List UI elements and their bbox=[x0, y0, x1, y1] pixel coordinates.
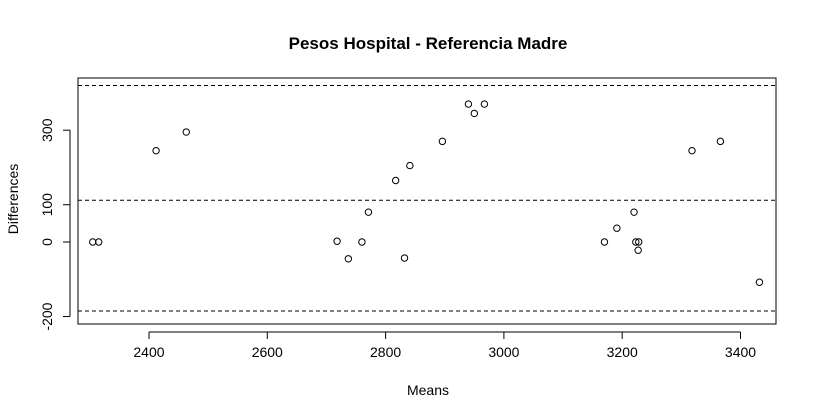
data-point bbox=[464, 100, 473, 108]
y-axis: -200 0 100 300 bbox=[39, 118, 71, 331]
data-point bbox=[152, 146, 160, 155]
y-axis-label: Differences bbox=[5, 164, 21, 235]
data-point bbox=[344, 255, 353, 263]
chart-title: Pesos Hospital - Referencia Madre bbox=[289, 34, 568, 53]
data-point bbox=[716, 137, 725, 146]
y-tick-label: 100 bbox=[39, 193, 55, 217]
data-point bbox=[634, 246, 642, 254]
data-point bbox=[400, 254, 409, 262]
data-points bbox=[89, 100, 764, 286]
x-tick-label: 2600 bbox=[252, 344, 283, 360]
reference-lines bbox=[78, 84, 776, 312]
data-point bbox=[613, 224, 621, 232]
x-tick-label: 3200 bbox=[607, 344, 638, 360]
x-tick-label: 2800 bbox=[370, 344, 401, 360]
data-point bbox=[364, 208, 373, 216]
data-point bbox=[95, 238, 103, 246]
data-point bbox=[632, 238, 640, 246]
x-tick-label: 2400 bbox=[133, 344, 164, 360]
data-point bbox=[755, 278, 764, 286]
data-point bbox=[635, 238, 643, 246]
data-point bbox=[688, 146, 696, 155]
y-tick-label: -200 bbox=[39, 302, 55, 330]
data-point bbox=[630, 208, 638, 216]
data-point bbox=[600, 238, 609, 246]
y-tick-label: 0 bbox=[39, 238, 55, 246]
y-tick-label: 300 bbox=[39, 118, 55, 142]
x-tick-label: 3400 bbox=[725, 344, 756, 360]
x-axis: 2400 2600 2800 3000 3200 3400 bbox=[133, 331, 756, 360]
x-tick-label: 3000 bbox=[488, 344, 519, 360]
plot-frame bbox=[77, 77, 777, 325]
data-point bbox=[438, 137, 447, 146]
data-point bbox=[333, 237, 341, 245]
data-point bbox=[406, 161, 414, 170]
data-point bbox=[182, 128, 190, 136]
data-point bbox=[358, 238, 366, 246]
data-point bbox=[470, 109, 479, 118]
x-axis-label: Means bbox=[407, 382, 449, 398]
data-point bbox=[480, 100, 489, 108]
data-point bbox=[391, 176, 400, 185]
